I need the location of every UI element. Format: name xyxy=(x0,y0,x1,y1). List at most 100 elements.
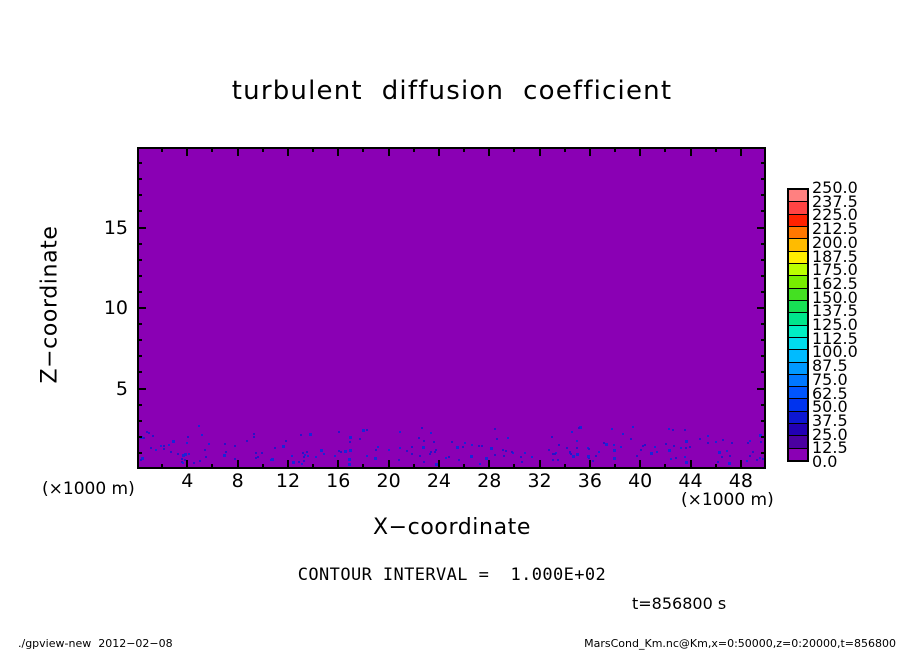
data-speckle xyxy=(434,448,437,451)
colorbar-band xyxy=(789,276,807,289)
contour-interval-note: CONTOUR INTERVAL = 1.000E+02 xyxy=(297,565,607,585)
data-speckle xyxy=(610,428,613,431)
data-speckle xyxy=(706,434,709,437)
colorbar-tick-label: 12.5 xyxy=(812,438,848,458)
data-speckle xyxy=(168,443,171,446)
data-speckle xyxy=(430,432,433,435)
data-speckle xyxy=(603,442,606,445)
x-tick xyxy=(286,460,289,469)
data-speckle xyxy=(683,455,686,458)
data-speckle xyxy=(722,439,725,442)
x-tick xyxy=(236,460,239,469)
x-tick-top xyxy=(739,147,742,156)
data-speckle xyxy=(594,454,597,457)
y-tick xyxy=(137,355,142,358)
x-tick-label: 32 xyxy=(527,470,552,492)
colorbar-tick-label: 112.5 xyxy=(812,328,858,348)
data-speckle xyxy=(303,454,306,457)
data-speckle xyxy=(665,442,668,445)
data-speckle xyxy=(480,444,483,447)
data-speckle xyxy=(643,443,646,446)
data-speckle xyxy=(340,451,343,454)
data-speckle xyxy=(746,441,749,444)
y-tick-right xyxy=(761,435,766,438)
x-tick-top xyxy=(337,147,340,156)
x-tick xyxy=(186,460,189,469)
data-speckle xyxy=(200,434,203,437)
x-tick-top xyxy=(161,147,164,152)
y-tick xyxy=(137,307,146,309)
data-speckle xyxy=(337,450,340,453)
colorbar-band xyxy=(789,300,807,314)
data-speckle xyxy=(323,453,326,456)
data-speckle xyxy=(256,455,259,458)
data-speckle xyxy=(759,433,763,437)
data-speckle xyxy=(140,456,144,460)
data-speckle xyxy=(284,440,287,443)
data-speckle xyxy=(685,446,688,449)
data-speckle xyxy=(749,454,752,457)
data-speckle xyxy=(344,449,348,453)
data-speckle xyxy=(171,439,175,443)
data-speckle xyxy=(333,454,336,457)
y-tick-right xyxy=(761,323,766,326)
data-speckle xyxy=(683,428,686,431)
data-speckle xyxy=(399,447,402,450)
x-tick-top xyxy=(261,147,264,152)
data-speckle xyxy=(575,447,578,450)
data-speckle xyxy=(375,449,378,452)
data-speckle xyxy=(673,445,676,447)
data-speckle xyxy=(630,438,633,441)
y-tick xyxy=(137,387,146,390)
x-tick-top xyxy=(689,147,692,156)
data-speckle xyxy=(223,442,226,445)
x-tick-top xyxy=(412,147,415,152)
data-speckle xyxy=(347,458,351,462)
data-speckle xyxy=(154,449,157,451)
colorbar-band xyxy=(789,264,807,277)
colorbar-tick-label: 212.5 xyxy=(812,219,858,239)
data-speckle xyxy=(204,456,207,459)
data-speckle xyxy=(423,439,426,442)
data-speckle xyxy=(555,452,558,455)
data-speckle xyxy=(308,432,312,436)
data-speckle xyxy=(605,443,609,447)
data-speckle xyxy=(253,432,256,435)
data-speckle xyxy=(477,444,480,447)
data-speckle xyxy=(685,439,689,443)
data-speckle xyxy=(552,452,555,455)
data-speckle xyxy=(361,429,365,433)
data-speckle xyxy=(366,454,369,457)
data-speckle xyxy=(185,441,188,444)
data-speckle xyxy=(306,450,309,453)
data-speckle xyxy=(203,448,206,451)
y-tick-right xyxy=(761,162,766,165)
data-speckle xyxy=(448,456,451,459)
speckle-layer xyxy=(139,425,764,467)
colorbar-tick-label: 62.5 xyxy=(812,383,848,403)
data-speckle xyxy=(181,461,184,464)
data-speckle xyxy=(301,451,304,454)
y-tick-right xyxy=(761,178,766,181)
data-speckle xyxy=(222,453,226,457)
data-speckle xyxy=(570,452,573,455)
data-speckle xyxy=(587,448,590,451)
data-speckle xyxy=(150,446,153,449)
data-speckle xyxy=(531,455,534,458)
y-tick xyxy=(137,210,142,213)
y-tick-right xyxy=(761,258,766,261)
plot-area xyxy=(137,147,766,469)
x-tick-top xyxy=(236,147,239,156)
data-speckle xyxy=(717,461,720,464)
data-speckle xyxy=(519,455,522,458)
x-tick-top xyxy=(463,147,466,152)
y-tick-right xyxy=(761,419,766,422)
x-tick-top xyxy=(563,147,566,152)
data-speckle xyxy=(347,462,351,466)
colorbar-tick-label: 225.0 xyxy=(812,205,858,225)
colorbar-band xyxy=(789,325,807,338)
data-speckle xyxy=(759,441,762,444)
data-speckle xyxy=(423,461,426,464)
data-speckle xyxy=(558,443,561,446)
colorbar-band xyxy=(789,190,807,203)
